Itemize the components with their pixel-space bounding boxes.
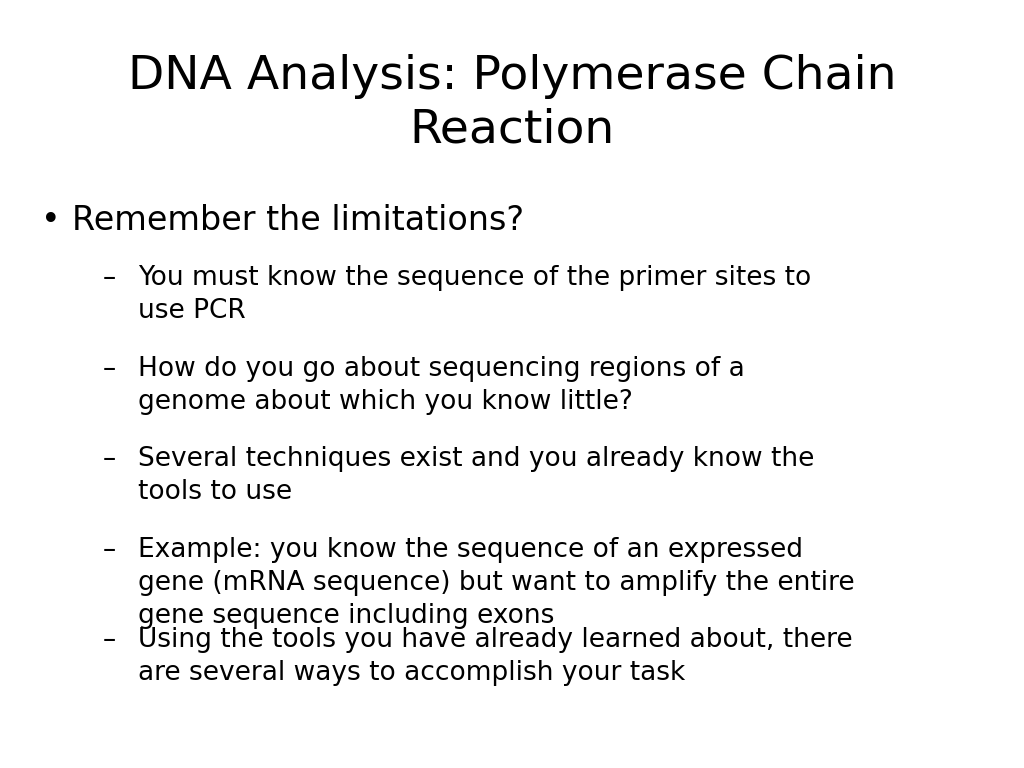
- Text: Example: you know the sequence of an expressed
gene (mRNA sequence) but want to : Example: you know the sequence of an exp…: [138, 537, 855, 629]
- Text: –: –: [102, 537, 116, 563]
- Text: DNA Analysis: Polymerase Chain
Reaction: DNA Analysis: Polymerase Chain Reaction: [128, 54, 896, 153]
- Text: •: •: [41, 204, 60, 237]
- Text: Several techniques exist and you already know the
tools to use: Several techniques exist and you already…: [138, 446, 815, 505]
- Text: –: –: [102, 356, 116, 382]
- Text: Remember the limitations?: Remember the limitations?: [72, 204, 524, 237]
- Text: –: –: [102, 265, 116, 291]
- Text: You must know the sequence of the primer sites to
use PCR: You must know the sequence of the primer…: [138, 265, 811, 324]
- Text: –: –: [102, 446, 116, 472]
- Text: –: –: [102, 627, 116, 654]
- Text: Using the tools you have already learned about, there
are several ways to accomp: Using the tools you have already learned…: [138, 627, 853, 687]
- Text: How do you go about sequencing regions of a
genome about which you know little?: How do you go about sequencing regions o…: [138, 356, 745, 415]
